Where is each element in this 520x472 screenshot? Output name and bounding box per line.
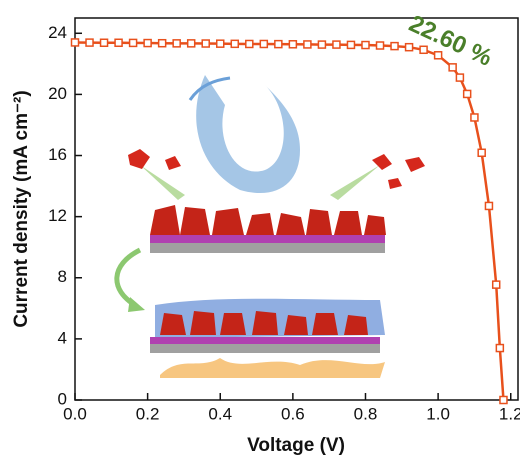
y-tick-label: 24: [48, 23, 67, 42]
marker: [172, 39, 181, 48]
marker: [317, 40, 327, 49]
y-tick-label: 8: [58, 267, 67, 286]
spray: [140, 165, 185, 200]
marker: [215, 39, 225, 48]
marker: [230, 39, 240, 49]
marker: [390, 41, 399, 51]
substrate: [150, 243, 385, 253]
arrow: [114, 247, 142, 308]
marker: [419, 45, 428, 55]
marker: [495, 343, 505, 353]
x-axis-title: Voltage (V): [247, 435, 345, 456]
plot-frame: [74, 17, 519, 401]
water-splash: [196, 75, 300, 194]
marker: [245, 39, 254, 49]
x-tick-label: 1.0: [426, 404, 450, 423]
x-tick-label: 0.4: [208, 404, 232, 423]
marker: [361, 40, 370, 50]
marker: [143, 38, 152, 48]
spray: [330, 165, 380, 200]
flame: [160, 358, 385, 378]
marker: [484, 201, 494, 211]
substrate: [150, 344, 380, 353]
flakes: [128, 149, 425, 189]
x-tick-label: 1.2: [499, 404, 520, 423]
marker: [462, 89, 472, 99]
x-tick-label: 0.0: [63, 404, 87, 423]
marker: [85, 38, 94, 47]
film-layer: [150, 235, 385, 243]
marker: [455, 73, 465, 82]
marker: [332, 40, 341, 49]
marker: [274, 39, 283, 49]
marker: [114, 38, 123, 48]
marker: [448, 63, 457, 72]
marker: [491, 280, 501, 289]
marker: [433, 51, 443, 60]
marker: [99, 38, 109, 48]
marker: [477, 148, 486, 158]
crystals: [160, 311, 368, 335]
x-tick-label: 0.6: [281, 404, 305, 423]
y-tick-label: 12: [48, 206, 67, 225]
marker: [303, 40, 312, 49]
x-tick-label: 0.8: [354, 404, 378, 423]
marker: [70, 38, 80, 47]
y-tick-label: 0: [58, 389, 67, 408]
marker: [186, 39, 196, 48]
marker: [128, 38, 138, 48]
marker: [288, 40, 298, 49]
x-tick-label: 0.2: [136, 404, 160, 423]
y-tick-label: 20: [48, 84, 67, 103]
illustration: [114, 75, 425, 378]
marker: [404, 42, 414, 52]
marker: [157, 38, 167, 48]
marker: [375, 41, 385, 50]
crystals: [150, 205, 386, 235]
marker: [499, 395, 508, 405]
marker: [259, 39, 269, 49]
film-layer: [150, 337, 380, 344]
y-axis-title: Current density (mA cm⁻²): [11, 90, 32, 327]
marker: [346, 40, 356, 50]
y-tick-label: 4: [58, 328, 67, 347]
water-splash: [188, 76, 231, 101]
y-tick-label: 16: [48, 145, 67, 164]
arrow-head: [128, 297, 145, 312]
marker: [201, 39, 210, 48]
marker: [470, 113, 479, 122]
efficiency-annotation: 22.60 %: [405, 10, 496, 72]
